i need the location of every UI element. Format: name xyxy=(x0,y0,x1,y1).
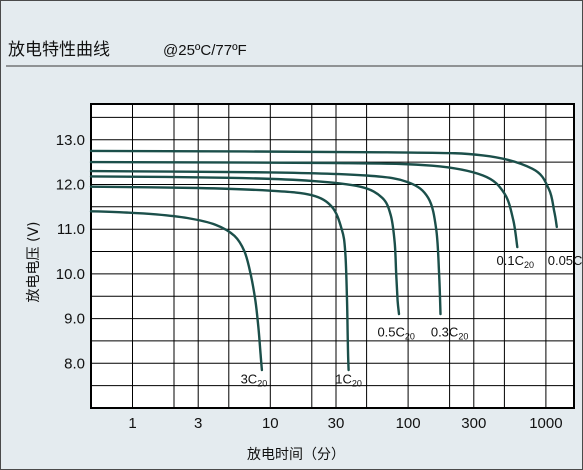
x-tick-labels: 1 3 10 30 100 300 1000 xyxy=(128,415,562,432)
y-tick-label: 11.0 xyxy=(57,221,85,238)
y-tick-label: 9.0 xyxy=(64,311,85,328)
x-tick-label: 300 xyxy=(461,415,486,432)
x-axis-title: 放电时间（分） xyxy=(247,447,345,463)
y-tick-labels: 8.0 9.0 10.0 11.0 12.0 13.0 xyxy=(56,132,85,372)
x-tick-label: 1000 xyxy=(529,415,562,432)
y-axis-title: 放电电压 (V) xyxy=(26,222,42,303)
plot-area xyxy=(90,103,575,409)
curve-label: 0.3C20 xyxy=(431,325,468,342)
x-tick-label: 3 xyxy=(194,415,202,432)
series-line-1C xyxy=(89,185,350,372)
series-line-0.1C xyxy=(89,160,519,249)
grid xyxy=(91,104,574,408)
curve-label: 3C20 xyxy=(241,371,268,388)
curve-label: 1C20 xyxy=(335,371,362,388)
series-line-0.05C xyxy=(89,149,558,229)
chart-title: 放电特性曲线 xyxy=(8,40,110,60)
series-line-0.5C xyxy=(89,175,401,316)
curve-labels: 3C20 1C20 0.5C20 0.3C20 0.1C20 0.05C20 xyxy=(241,253,583,389)
y-tick-label: 10.0 xyxy=(56,266,85,283)
y-tick-label: 13.0 xyxy=(56,132,85,149)
curve-label: 0.1C20 xyxy=(497,253,534,270)
y-tick-label: 8.0 xyxy=(64,355,85,372)
y-tick-label: 12.0 xyxy=(56,177,85,194)
x-tick-label: 30 xyxy=(328,415,345,432)
curve-label: 0.05C20 xyxy=(548,253,583,270)
x-tick-label: 100 xyxy=(396,415,421,432)
chart-subtitle: @25ºC/77ºF xyxy=(163,42,247,59)
series-line-0.3C xyxy=(89,169,442,316)
x-tick-label: 10 xyxy=(262,415,279,432)
x-tick-label: 1 xyxy=(128,415,136,432)
series-line-3C xyxy=(89,210,264,372)
curves xyxy=(89,149,558,372)
curve-label: 0.5C20 xyxy=(377,325,414,342)
